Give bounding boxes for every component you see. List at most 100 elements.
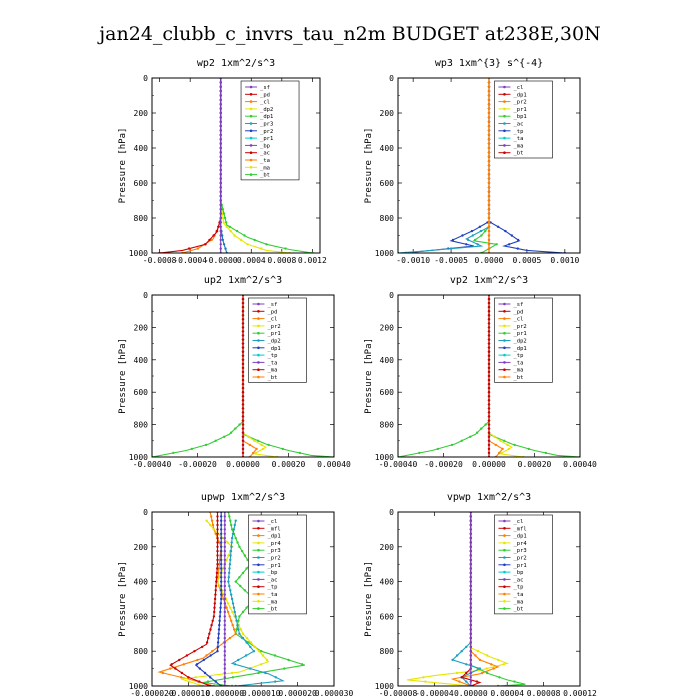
legend-entry: _ac <box>267 577 277 583</box>
legend-marker <box>257 585 260 588</box>
legend-marker <box>503 607 506 610</box>
series-marker <box>287 658 290 662</box>
x-tick-label: 0.0000 <box>475 256 504 265</box>
series-marker <box>220 515 223 518</box>
series-marker <box>247 641 250 644</box>
series-marker <box>216 536 219 540</box>
series-marker <box>225 558 228 562</box>
series-marker <box>223 563 226 566</box>
series-marker <box>233 523 236 527</box>
series-marker <box>241 439 245 442</box>
y-tick-label: 0 <box>389 291 394 300</box>
series-marker <box>487 159 491 163</box>
series-marker <box>261 654 265 657</box>
series-marker <box>469 632 472 635</box>
legend-marker <box>503 527 506 530</box>
panel-up2: up2 1xm^2/s^3 Pressure [hPa] 0 200 400 600 800… <box>118 275 351 469</box>
series-marker <box>241 451 245 455</box>
y-tick-label: 0 <box>389 508 394 517</box>
series-marker <box>221 238 225 242</box>
x-tick-label: -0.0010 <box>396 256 430 265</box>
series-marker <box>487 370 491 374</box>
series-marker <box>234 536 237 540</box>
plot-frame <box>397 511 581 687</box>
legend: _sf_pd _cl_pr2_pr1 _dp2_dp1_tp_ta _ma_bt <box>494 297 553 383</box>
legend-entry: _ma <box>513 143 523 149</box>
series-marker <box>487 366 491 370</box>
series-marker <box>219 190 222 193</box>
series-marker <box>487 399 491 402</box>
series-marker <box>487 447 491 451</box>
x-tick-label: -0.00004 <box>415 689 454 698</box>
series-marker <box>219 203 222 207</box>
legend-entry: _pr2 <box>260 129 273 135</box>
series-marker <box>259 247 263 250</box>
legend-marker <box>503 563 506 567</box>
series-marker <box>257 439 260 442</box>
series-marker <box>469 580 472 583</box>
series-marker <box>237 658 240 662</box>
series-marker <box>231 602 235 605</box>
series-marker <box>241 447 245 451</box>
series-marker <box>484 229 487 233</box>
legend-entry: _bp <box>260 143 270 149</box>
series-marker <box>253 645 257 649</box>
x-tick-label: 0.00000 <box>472 460 506 469</box>
x-tick-label: -0.0005 <box>434 256 468 265</box>
plot-frame <box>397 77 581 254</box>
series-marker <box>230 597 234 601</box>
series-marker <box>187 676 190 679</box>
series-line <box>398 226 490 253</box>
series-marker <box>241 423 245 426</box>
series-marker <box>487 229 491 233</box>
x-tick-label: -0.00020 <box>424 460 463 469</box>
series-marker <box>469 619 472 622</box>
series-marker <box>245 641 248 644</box>
series-line <box>451 512 482 686</box>
x-tick-label: -0.0000 <box>204 256 238 265</box>
series-marker <box>527 447 530 451</box>
legend-entry: _pd <box>260 92 270 98</box>
legend-entry: _sf <box>513 302 523 308</box>
series-marker <box>264 671 267 675</box>
series-marker <box>220 589 223 592</box>
x-tick-label: 0.000000 <box>206 689 245 698</box>
legend-marker <box>249 93 253 96</box>
panel-title: wp3 1xm^{3} s^{-4} <box>435 58 543 69</box>
series-marker <box>241 310 245 313</box>
series-marker <box>493 435 496 438</box>
series-marker <box>469 593 472 596</box>
legend-entry: _ta <box>267 592 277 598</box>
series-marker <box>229 431 233 434</box>
series-marker <box>466 238 470 242</box>
series-marker <box>218 623 221 627</box>
legend-marker <box>503 592 506 596</box>
series-marker <box>487 133 491 137</box>
x-tick-label: -0.0004 <box>173 256 207 265</box>
series-marker <box>469 654 472 657</box>
series-marker <box>481 671 484 675</box>
series-marker <box>465 663 468 666</box>
series-marker <box>230 619 233 622</box>
series-marker <box>220 567 223 570</box>
series-marker <box>223 671 226 675</box>
y-tick-label: 600 <box>380 388 395 397</box>
series-marker <box>465 645 468 649</box>
series-marker <box>469 671 472 675</box>
series-marker <box>241 354 245 357</box>
series-marker <box>241 636 245 640</box>
legend-marker <box>257 310 260 313</box>
series-marker <box>487 146 491 150</box>
legend-entry: _tp <box>513 585 523 591</box>
legend-entry: _pr3 <box>267 548 280 554</box>
series-marker <box>422 676 425 679</box>
legend-entry: _ta <box>267 360 277 366</box>
x-tick-label: 0.0008 <box>267 256 296 265</box>
series-marker <box>210 238 213 242</box>
series-marker <box>238 423 241 426</box>
series-marker <box>465 243 468 246</box>
legend-marker <box>249 107 253 111</box>
series-marker <box>170 663 173 666</box>
series-marker <box>245 636 249 640</box>
